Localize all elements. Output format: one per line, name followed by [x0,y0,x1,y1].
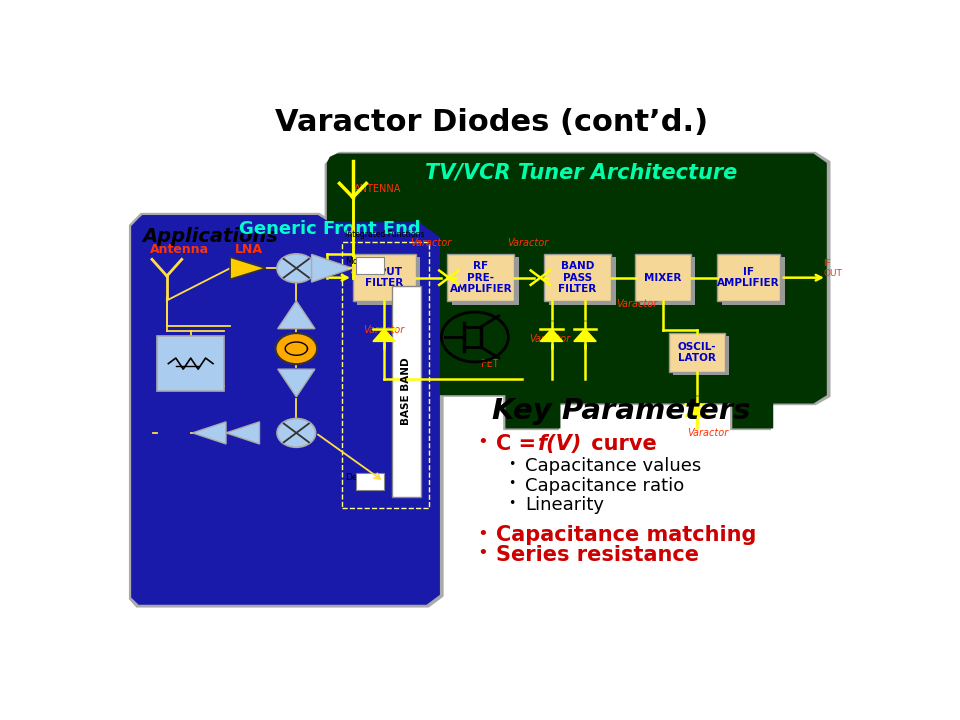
Text: LNA: LNA [235,243,263,256]
Circle shape [277,418,316,447]
Text: curve: curve [584,434,657,454]
Polygon shape [326,153,827,428]
FancyBboxPatch shape [352,254,416,301]
Polygon shape [312,254,352,282]
Text: •: • [477,525,488,543]
Polygon shape [132,215,440,605]
Circle shape [277,254,316,283]
Text: RF
PRE-
AMPLIFIER: RF PRE- AMPLIFIER [449,261,512,294]
Polygon shape [685,404,708,416]
FancyBboxPatch shape [722,258,784,305]
FancyBboxPatch shape [544,254,611,301]
Polygon shape [277,301,315,328]
Text: •: • [509,477,516,490]
Text: BASE BAND: BASE BAND [401,358,412,425]
Text: Integrated Functions: Integrated Functions [345,230,424,240]
Text: Capacitance ratio: Capacitance ratio [525,477,684,495]
Polygon shape [193,422,226,444]
Text: MIXER: MIXER [644,273,682,283]
FancyBboxPatch shape [447,254,515,301]
Text: Varactor: Varactor [616,299,658,309]
Text: Series resistance: Series resistance [495,545,699,565]
Text: Varactor Diodes (cont’d.): Varactor Diodes (cont’d.) [276,108,708,137]
Text: Demod.: Demod. [346,473,381,482]
Circle shape [276,333,317,364]
Polygon shape [324,152,830,430]
FancyBboxPatch shape [392,286,421,497]
Text: Mod.: Mod. [346,256,368,266]
Polygon shape [574,329,596,341]
Text: TV/VCR Tuner Architecture: TV/VCR Tuner Architecture [425,162,737,182]
FancyBboxPatch shape [636,254,691,301]
Text: •: • [477,433,488,451]
Polygon shape [129,213,444,608]
Text: Key Parameters: Key Parameters [492,397,751,425]
Polygon shape [226,422,259,444]
Text: Linearity: Linearity [525,496,605,514]
Text: Applications: Applications [142,227,278,246]
Text: Varactor: Varactor [529,333,570,343]
Polygon shape [540,329,563,341]
FancyBboxPatch shape [717,254,780,301]
Text: ANTENNA: ANTENNA [354,184,401,194]
Text: Varactor: Varactor [364,325,405,336]
Text: FET: FET [481,359,498,369]
Polygon shape [372,329,396,341]
Text: •: • [477,544,488,562]
Text: f(V): f(V) [539,434,583,454]
Text: INPUT
FILTER: INPUT FILTER [365,267,403,289]
Polygon shape [230,257,266,279]
Text: IF
AMPLIFIER: IF AMPLIFIER [717,267,780,289]
FancyBboxPatch shape [356,257,384,274]
FancyBboxPatch shape [452,258,518,305]
FancyBboxPatch shape [548,258,615,305]
FancyBboxPatch shape [639,258,695,305]
Text: Varactor: Varactor [410,238,451,248]
Text: Generic Front End: Generic Front End [239,220,420,238]
Text: •: • [509,497,516,510]
Text: Antenna: Antenna [150,243,209,256]
Text: BAND
PASS
FILTER: BAND PASS FILTER [559,261,597,294]
FancyBboxPatch shape [673,336,729,375]
FancyBboxPatch shape [157,336,225,391]
FancyBboxPatch shape [356,473,384,490]
Text: Capacitance matching: Capacitance matching [495,526,756,546]
FancyBboxPatch shape [357,258,420,305]
FancyBboxPatch shape [669,333,725,372]
Text: Varactor: Varactor [687,428,729,438]
Text: C =: C = [495,434,543,454]
Text: Capacitance values: Capacitance values [525,457,702,475]
Text: Varactor: Varactor [507,238,548,248]
Polygon shape [277,369,315,397]
Text: OSCIL-
LATOR: OSCIL- LATOR [678,342,716,364]
Text: IF
OUT: IF OUT [823,258,842,278]
Text: •: • [509,458,516,471]
